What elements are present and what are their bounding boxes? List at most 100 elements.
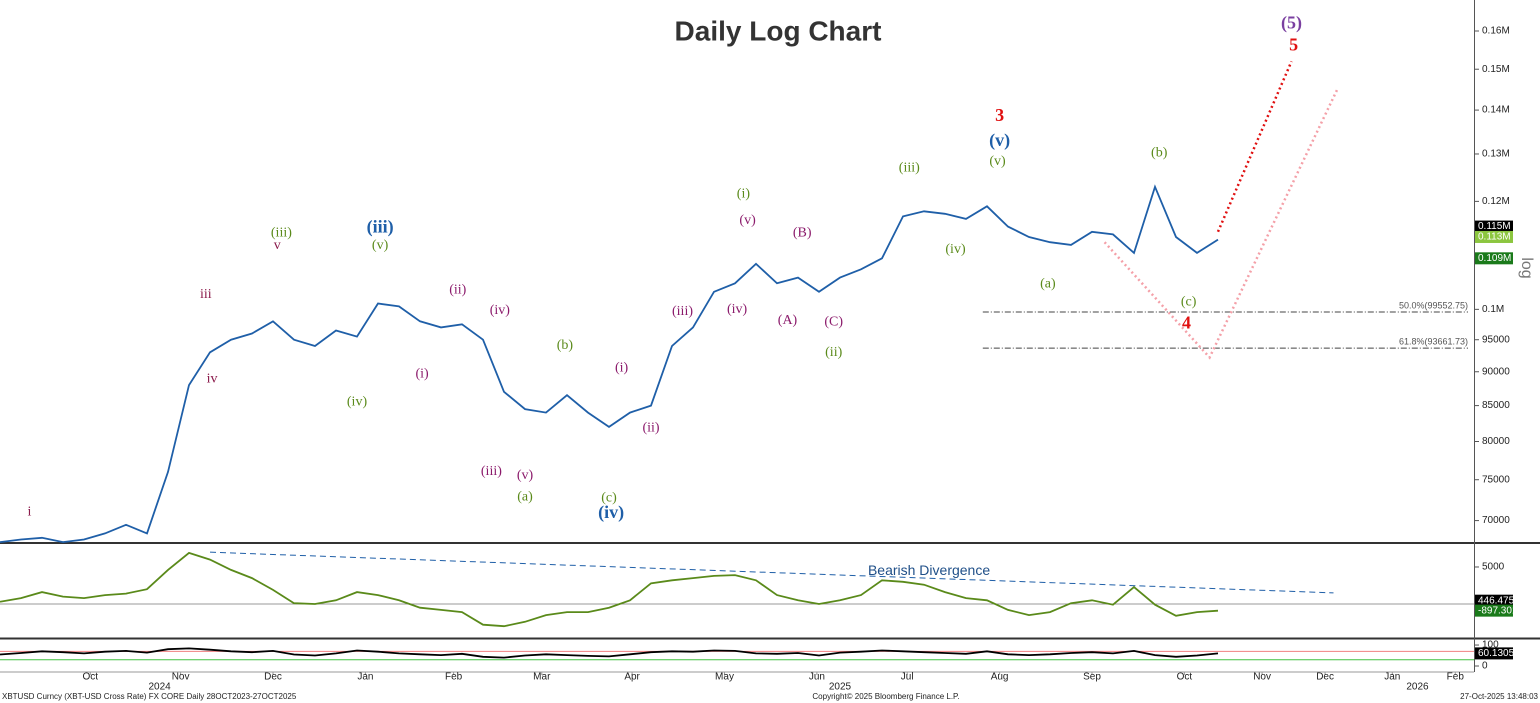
wave-label: (iii) xyxy=(899,160,920,175)
series-line xyxy=(0,184,1219,544)
wave-label: iv xyxy=(207,371,218,386)
wave-label: (ii) xyxy=(825,345,842,360)
wave-label: (iii) xyxy=(481,464,502,479)
price-tag-label: 0.113M xyxy=(1478,232,1511,243)
wave-label: (iv) xyxy=(490,303,511,318)
axis-label: log xyxy=(1518,257,1535,278)
x-tick-label: Mar xyxy=(533,672,551,683)
wave-label: (b) xyxy=(1151,145,1168,160)
footer-center: Copyright© 2025 Bloomberg Finance L.P. xyxy=(812,692,959,701)
wave-label: (iii) xyxy=(672,304,693,319)
price-tag xyxy=(1475,230,1513,243)
footer-left: XBTUSD Curncy (XBT-USD Cross Rate) FX CO… xyxy=(2,692,297,701)
x-tick-label: Jan xyxy=(357,672,373,683)
y-tick-label: 0.16M xyxy=(1482,26,1510,37)
wave-label: (iv) xyxy=(945,242,966,257)
projection xyxy=(1103,87,1339,360)
projection xyxy=(1216,60,1293,233)
x-tick-label: Aug xyxy=(991,672,1009,683)
x-tick-label: Dec xyxy=(264,672,282,683)
wave-label: (v) xyxy=(517,468,534,483)
trendline xyxy=(209,551,1334,594)
wave-label: (iv) xyxy=(727,302,748,317)
price-tag-label: 0.115M xyxy=(1478,221,1511,232)
wave-label: (ii) xyxy=(449,282,466,297)
y-tick-label: 75000 xyxy=(1482,474,1510,485)
x-tick-label: Feb xyxy=(1447,672,1465,683)
wave-label: (v) xyxy=(989,154,1006,169)
price-tag-label: 446.4752 xyxy=(1478,595,1520,606)
wave-label: (v) xyxy=(989,130,1010,151)
y-tick-label: 5000 xyxy=(1482,562,1505,573)
year-label: 2024 xyxy=(148,682,171,693)
price-tag xyxy=(1475,604,1513,617)
price-tag-label: 0.109M xyxy=(1478,253,1511,264)
wave-label: (a) xyxy=(517,490,533,505)
wave-label: (a) xyxy=(1040,277,1056,292)
x-tick-label: Dec xyxy=(1316,672,1334,683)
year-label: 2025 xyxy=(829,682,852,693)
y-tick-label: 0 xyxy=(1482,661,1488,672)
wave-label: (v) xyxy=(739,213,756,228)
y-tick-label: 0.1M xyxy=(1482,304,1504,315)
wave-label: (ii) xyxy=(642,421,659,436)
x-tick-label: Nov xyxy=(172,672,190,683)
y-tick-label: 90000 xyxy=(1482,366,1510,377)
wave-label: 3 xyxy=(995,105,1004,125)
x-tick-label: Jan xyxy=(1384,672,1400,683)
wave-label: (c) xyxy=(601,490,617,505)
y-tick-label: 70000 xyxy=(1482,515,1510,526)
wave-label: (C) xyxy=(824,315,843,330)
price-tag xyxy=(1475,647,1513,660)
y-tick-label: 95000 xyxy=(1482,334,1510,345)
chart-title: Daily Log Chart xyxy=(675,15,882,46)
wave-label: (i) xyxy=(615,361,629,376)
price-tag-label: -897.301 xyxy=(1478,605,1518,616)
wave-label: (iii) xyxy=(271,226,292,241)
wave-label: (i) xyxy=(737,187,751,202)
wave-label: i xyxy=(27,504,31,519)
wave-label: (b) xyxy=(557,338,574,353)
year-label: 2026 xyxy=(1406,682,1429,693)
x-tick-label: Sep xyxy=(1083,672,1101,683)
trendline-label: Bearish Divergence xyxy=(868,562,990,578)
wave-label: (B) xyxy=(793,226,812,241)
y-tick-label: 100 xyxy=(1482,640,1499,651)
wave-label: v xyxy=(274,238,281,253)
series-line xyxy=(0,551,1219,628)
wave-label: (c) xyxy=(1181,295,1197,310)
price-tag-label: 60.1305 xyxy=(1478,648,1515,659)
price-tag xyxy=(1475,220,1513,233)
footer-right: 27-Oct-2025 13:48:03 xyxy=(1460,692,1538,701)
wave-label: iii xyxy=(200,287,212,302)
x-tick-label: Oct xyxy=(1177,672,1193,683)
wave-label: (A) xyxy=(778,313,798,328)
wave-label: (v) xyxy=(372,238,389,253)
fib-label: 61.8%(93661.73) xyxy=(1399,337,1468,347)
y-tick-label: 80000 xyxy=(1482,436,1510,447)
x-tick-label: Jul xyxy=(901,672,914,683)
fib-label: 50.0%(99552.75) xyxy=(1399,300,1468,310)
y-tick-label: 0.14M xyxy=(1482,105,1510,116)
wave-label: (iv) xyxy=(598,502,624,523)
x-tick-label: May xyxy=(715,672,734,683)
wave-label: (iv) xyxy=(347,394,368,409)
y-tick-label: 0.15M xyxy=(1482,64,1510,75)
wave-label: 4 xyxy=(1182,312,1191,332)
y-tick-label: 0.13M xyxy=(1482,149,1510,160)
x-tick-label: Nov xyxy=(1253,672,1271,683)
y-tick-label: 85000 xyxy=(1482,400,1510,411)
wave-label: 5 xyxy=(1289,35,1298,55)
y-tick-label: 0.12M xyxy=(1482,196,1510,207)
wave-label: (iii) xyxy=(367,216,394,237)
series-line xyxy=(0,647,1219,659)
price-tag xyxy=(1475,594,1513,607)
wave-label: (i) xyxy=(415,367,429,382)
x-tick-label: Apr xyxy=(624,672,640,683)
x-tick-label: Jun xyxy=(809,672,825,683)
x-tick-label: Feb xyxy=(445,672,463,683)
price-tag xyxy=(1475,252,1513,265)
x-tick-label: Oct xyxy=(83,672,99,683)
